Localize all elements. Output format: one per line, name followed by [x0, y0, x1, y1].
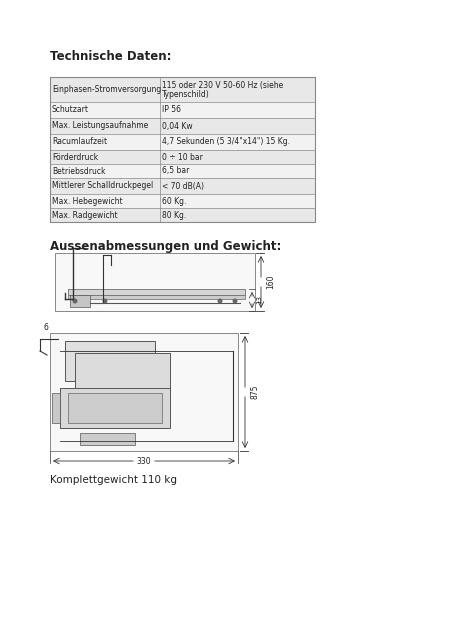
Bar — [50, 134, 315, 150]
Bar — [65, 341, 155, 381]
Text: Racumlaufzeit: Racumlaufzeit — [52, 138, 107, 147]
Text: 6,5 bar: 6,5 bar — [162, 166, 189, 175]
Bar — [50, 333, 238, 451]
Text: 60 Kg.: 60 Kg. — [162, 196, 186, 205]
Bar — [50, 77, 315, 222]
Text: Schutzart: Schutzart — [52, 106, 89, 115]
Bar — [60, 388, 170, 428]
Bar — [50, 194, 315, 208]
Text: Förderdruck: Förderdruck — [52, 152, 98, 161]
Text: 13: 13 — [256, 296, 262, 305]
Circle shape — [217, 298, 222, 303]
Text: Max. Leistungsaufnahme: Max. Leistungsaufnahme — [52, 122, 148, 131]
Bar — [75, 353, 170, 395]
Circle shape — [72, 298, 77, 303]
Bar — [68, 393, 162, 423]
Bar — [68, 289, 245, 295]
Bar — [50, 102, 315, 118]
Bar — [70, 295, 90, 307]
Bar — [50, 150, 315, 164]
Text: Technische Daten:: Technische Daten: — [50, 50, 172, 63]
Bar — [50, 164, 315, 178]
Text: 0 ÷ 10 bar: 0 ÷ 10 bar — [162, 152, 203, 161]
Circle shape — [102, 298, 107, 303]
Bar — [55, 253, 255, 311]
Text: 875: 875 — [250, 385, 259, 399]
Text: Komplettgewicht 110 kg: Komplettgewicht 110 kg — [50, 475, 177, 485]
Bar — [50, 208, 315, 222]
Text: Max. Radgewicht: Max. Radgewicht — [52, 211, 118, 220]
Circle shape — [232, 298, 237, 303]
Text: 6: 6 — [43, 323, 48, 332]
Text: IP 56: IP 56 — [162, 106, 181, 115]
Bar — [52, 393, 60, 423]
Text: 0,04 Kw: 0,04 Kw — [162, 122, 193, 131]
Bar — [80, 433, 135, 445]
Text: Mittlerer Schalldruckpegel: Mittlerer Schalldruckpegel — [52, 182, 153, 191]
Bar — [50, 77, 315, 102]
Text: Typenschild): Typenschild) — [162, 90, 210, 99]
Text: Einphasen-Stromversorgung: Einphasen-Stromversorgung — [52, 85, 161, 94]
Text: 330: 330 — [137, 456, 151, 465]
Bar — [50, 178, 315, 194]
Text: 4,7 Sekunden (5 3/4"x14") 15 Kg.: 4,7 Sekunden (5 3/4"x14") 15 Kg. — [162, 138, 290, 147]
Bar — [50, 118, 315, 134]
Bar — [68, 295, 245, 299]
Text: Aussenabmessungen und Gewicht:: Aussenabmessungen und Gewicht: — [50, 240, 281, 253]
Text: Betriebsdruck: Betriebsdruck — [52, 166, 106, 175]
Text: 160: 160 — [266, 275, 275, 289]
Text: < 70 dB(A): < 70 dB(A) — [162, 182, 204, 191]
Text: Max. Hebegewicht: Max. Hebegewicht — [52, 196, 123, 205]
Text: 80 Kg.: 80 Kg. — [162, 211, 186, 220]
Text: 115 oder 230 V 50-60 Hz (siehe: 115 oder 230 V 50-60 Hz (siehe — [162, 81, 283, 90]
